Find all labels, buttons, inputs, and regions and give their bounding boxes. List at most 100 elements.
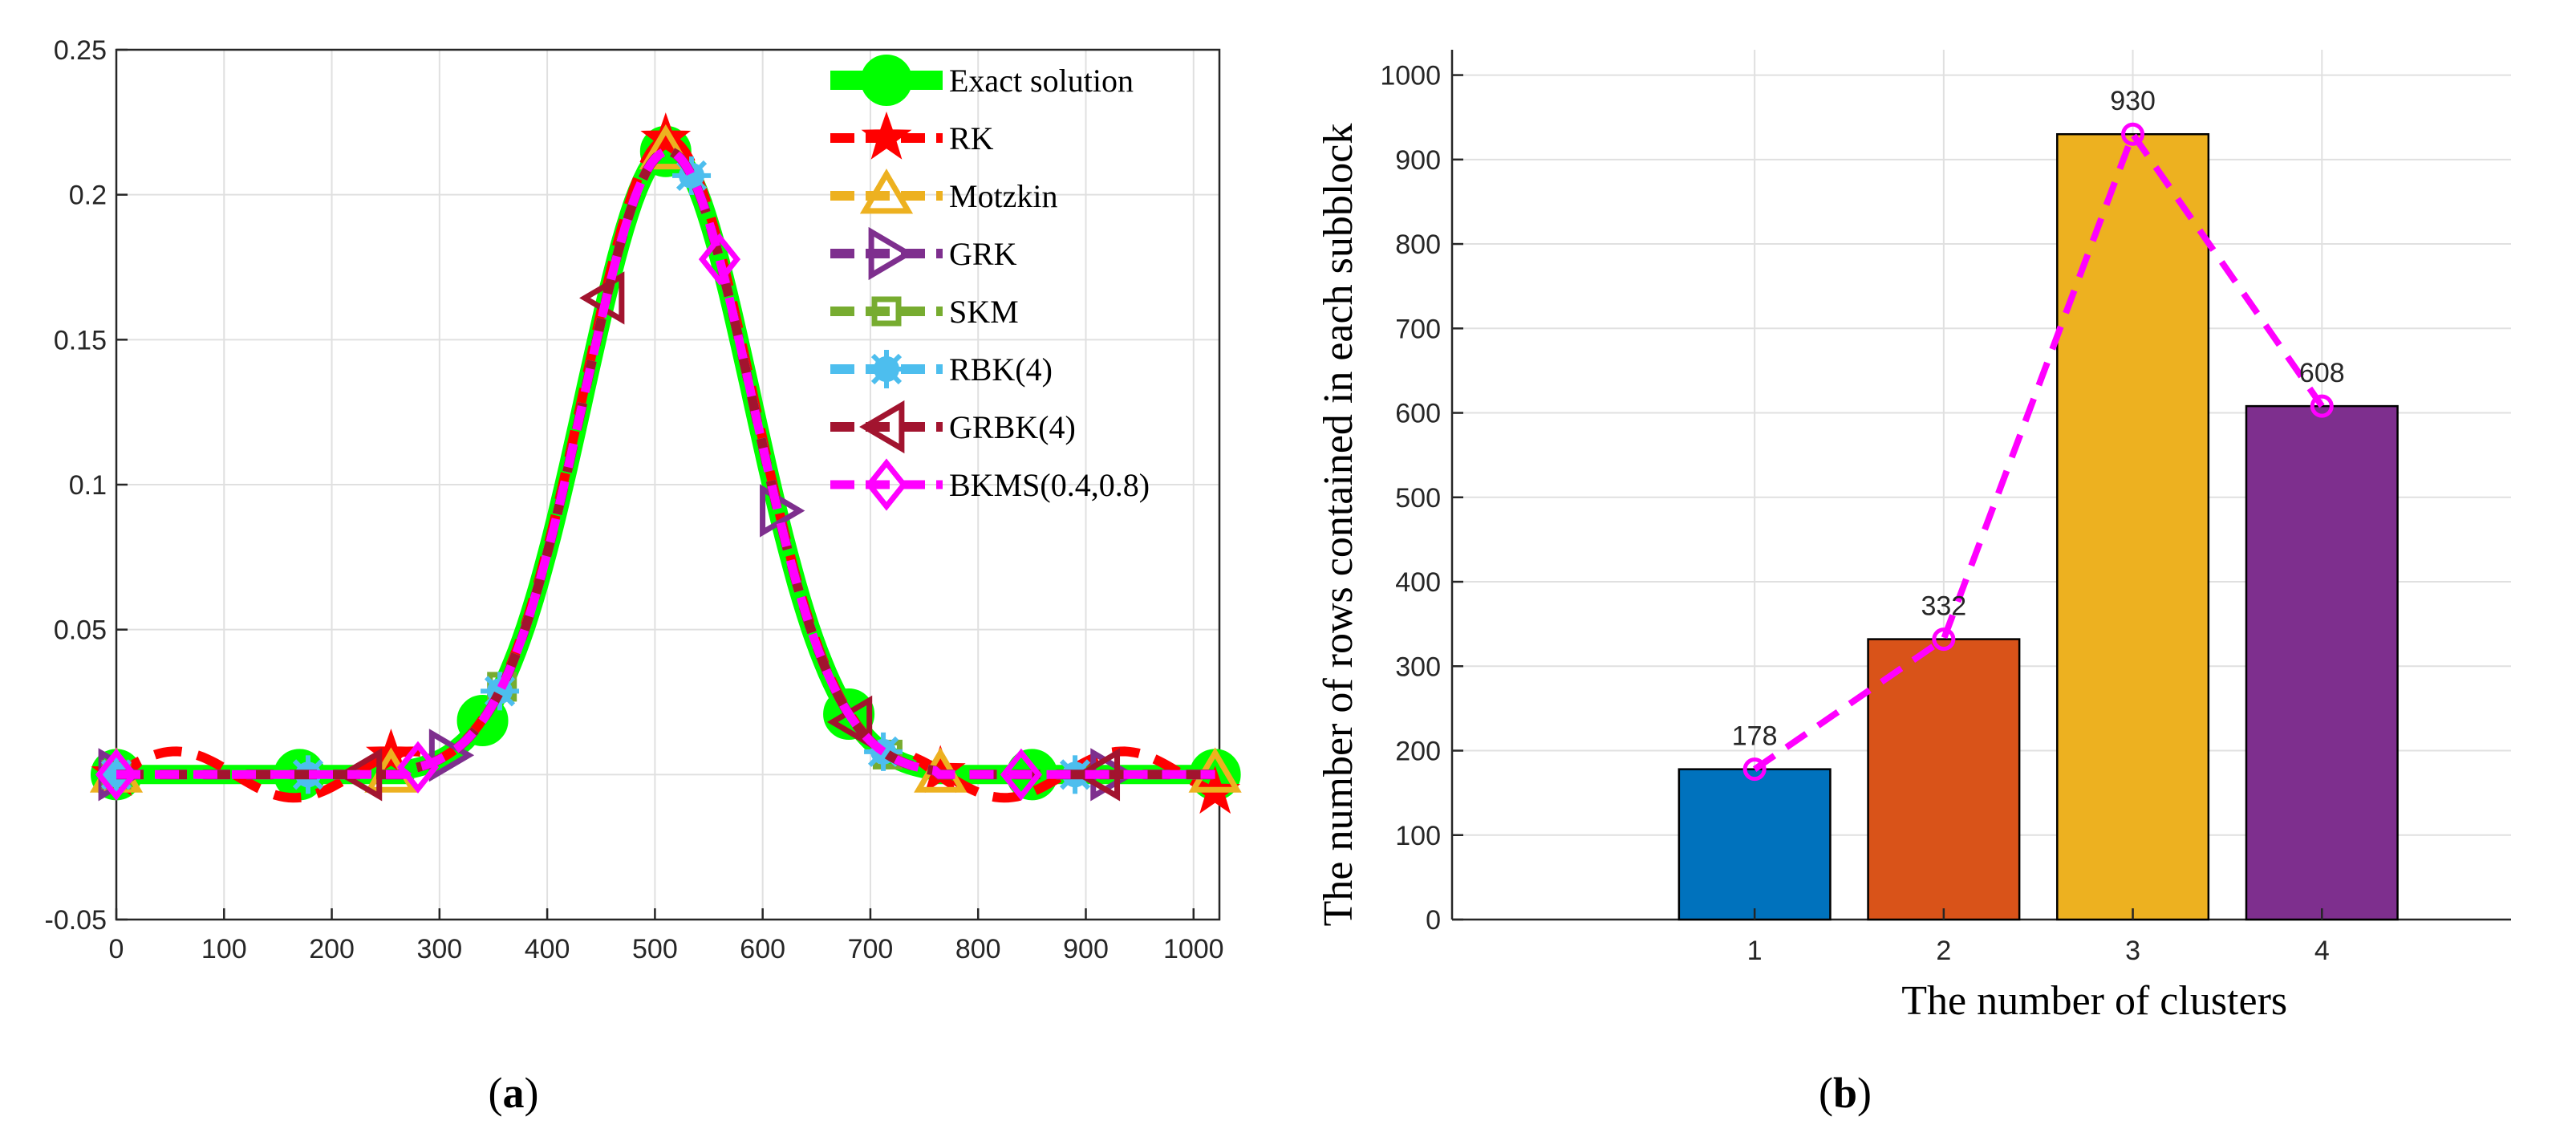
panel-b-bar-chart: 0 100 200 300 400 500 600 700 800 900 1000 1 2 3 4 178 3… xyxy=(1316,50,2511,1024)
overlay-point xyxy=(1932,627,1956,652)
x-tick-label: 3 xyxy=(2125,936,2140,966)
series-line-grbk xyxy=(116,146,1215,780)
x-tick-label: 600 xyxy=(740,934,785,964)
legend-label-skm: SKM xyxy=(949,294,1019,330)
data-label: 332 xyxy=(1921,591,1966,622)
x-tick-label: 4 xyxy=(2314,936,2330,966)
legend-marker-rbk xyxy=(884,353,903,372)
legend-marker-grk xyxy=(868,226,914,281)
overlay-point xyxy=(1742,757,1767,782)
y-tick-label: 400 xyxy=(1395,567,1441,598)
legend-item-rk: RK xyxy=(830,111,994,160)
point-rk xyxy=(640,112,692,160)
caption-b: (b) xyxy=(1819,1069,1872,1117)
series-line-bkms xyxy=(116,146,1215,779)
y-tick-label: 0.05 xyxy=(54,615,107,646)
y-tick-label: 700 xyxy=(1395,314,1441,344)
x-tick-label: 400 xyxy=(525,934,570,964)
x-tick-label: 2 xyxy=(1936,936,1951,966)
bar-1 xyxy=(1677,768,1832,921)
y-tick-label: 100 xyxy=(1395,821,1441,851)
bar-3 xyxy=(2056,132,2210,921)
y-tick-label: 0 xyxy=(1426,905,1441,936)
legend-label-rk: RK xyxy=(949,120,994,156)
legend-marker-bkms xyxy=(865,458,908,511)
x-tick-label: 1000 xyxy=(1163,934,1224,964)
legend-item-motzkin: Motzkin xyxy=(830,169,1058,214)
panel-a-line-chart: 01002003004005006007008009001000-0.0500.… xyxy=(45,35,1242,964)
bars xyxy=(1677,132,2399,921)
x-tick-label: 100 xyxy=(201,934,247,964)
legend-label-exact: Exact solution xyxy=(949,63,1134,99)
overlay-path xyxy=(1752,127,2325,772)
legend-label-grk: GRK xyxy=(949,236,1017,272)
x-axis-label: The number of clusters xyxy=(1901,978,2287,1024)
series-exact xyxy=(91,125,1241,801)
series-line-skm xyxy=(116,146,1215,780)
y-tick-label: 300 xyxy=(1395,652,1441,682)
y-tick-label: 800 xyxy=(1395,229,1441,260)
y-tick-label: 0.2 xyxy=(69,181,107,211)
point-bkms xyxy=(698,233,741,286)
bar-2 xyxy=(1867,638,2021,921)
legend-item-skm: SKM xyxy=(830,294,1019,330)
x-tick-label: 800 xyxy=(955,934,1001,964)
x-tick-label: 900 xyxy=(1063,934,1109,964)
x-tick-label: 500 xyxy=(632,934,678,964)
legend-item-exact: Exact solution xyxy=(830,55,1134,106)
legend-marker-rk xyxy=(861,111,912,160)
x-tick-label: 0 xyxy=(109,934,124,964)
series-motzkin xyxy=(89,124,1242,793)
legend-marker-grbk xyxy=(859,400,905,454)
legend-marker-motzkin xyxy=(859,169,914,214)
point-motzkin xyxy=(639,124,692,170)
data-label: 930 xyxy=(2110,86,2156,116)
legend-item-grbk: GRBK(4) xyxy=(830,400,1076,454)
point-grk xyxy=(428,729,475,782)
point-grbk xyxy=(336,748,383,802)
point-bkms xyxy=(396,741,440,794)
y-tick-label: 500 xyxy=(1395,483,1441,514)
y-tick-label: 600 xyxy=(1395,399,1441,429)
series-bkms xyxy=(95,146,1215,801)
legend-label-bkms: BKMS(0.4,0.8) xyxy=(949,467,1150,503)
legend-marker-exact xyxy=(861,55,912,106)
point-grk xyxy=(760,484,805,538)
y-tick-label: 200 xyxy=(1395,737,1441,767)
y-tick-label: 900 xyxy=(1395,145,1441,176)
legend-marker-skm xyxy=(871,296,902,327)
series-line-grk xyxy=(116,146,1215,780)
x-tick-label: 1 xyxy=(1747,936,1763,966)
x-tick-label: 300 xyxy=(416,934,462,964)
series-rk xyxy=(91,112,1241,814)
legend-item-grk: GRK xyxy=(830,226,1017,281)
overlay-line: 178 332 930 608 xyxy=(1732,86,2345,782)
caption-a-letter: a xyxy=(503,1069,525,1117)
y-tick-label: -0.05 xyxy=(45,905,108,936)
series-line-rk xyxy=(113,133,1217,803)
series-line-motzkin xyxy=(116,146,1215,780)
data-label: 178 xyxy=(1732,721,1778,752)
legend-label-rbk: RBK(4) xyxy=(949,351,1053,388)
legend-item-rbk: RBK(4) xyxy=(830,350,1053,388)
series-line-exact xyxy=(116,141,1215,785)
overlay-point xyxy=(2310,394,2334,418)
point-bkms xyxy=(1000,748,1043,801)
y-tick-label: 1000 xyxy=(1380,61,1441,91)
y-tick-label: 0.1 xyxy=(69,470,107,501)
legend-label-motzkin: Motzkin xyxy=(949,178,1058,214)
series-group xyxy=(89,112,1242,814)
series-line-rbk xyxy=(116,146,1215,780)
caption-b-letter: b xyxy=(1833,1069,1857,1117)
point-rbk xyxy=(689,160,708,178)
legend: Exact solution RK Motzkin GRK SKM RBK(4) GRBK(… xyxy=(830,55,1150,511)
data-label: 608 xyxy=(2299,358,2345,388)
legend-item-bkms: BKMS(0.4,0.8) xyxy=(830,458,1150,511)
point-rbk xyxy=(881,736,899,753)
x-tick-label: 700 xyxy=(848,934,894,964)
legend-label-grbk: GRBK(4) xyxy=(949,409,1076,445)
point-bkms xyxy=(95,748,138,801)
caption-a: (a) xyxy=(489,1069,539,1117)
bar-4 xyxy=(2245,404,2399,921)
